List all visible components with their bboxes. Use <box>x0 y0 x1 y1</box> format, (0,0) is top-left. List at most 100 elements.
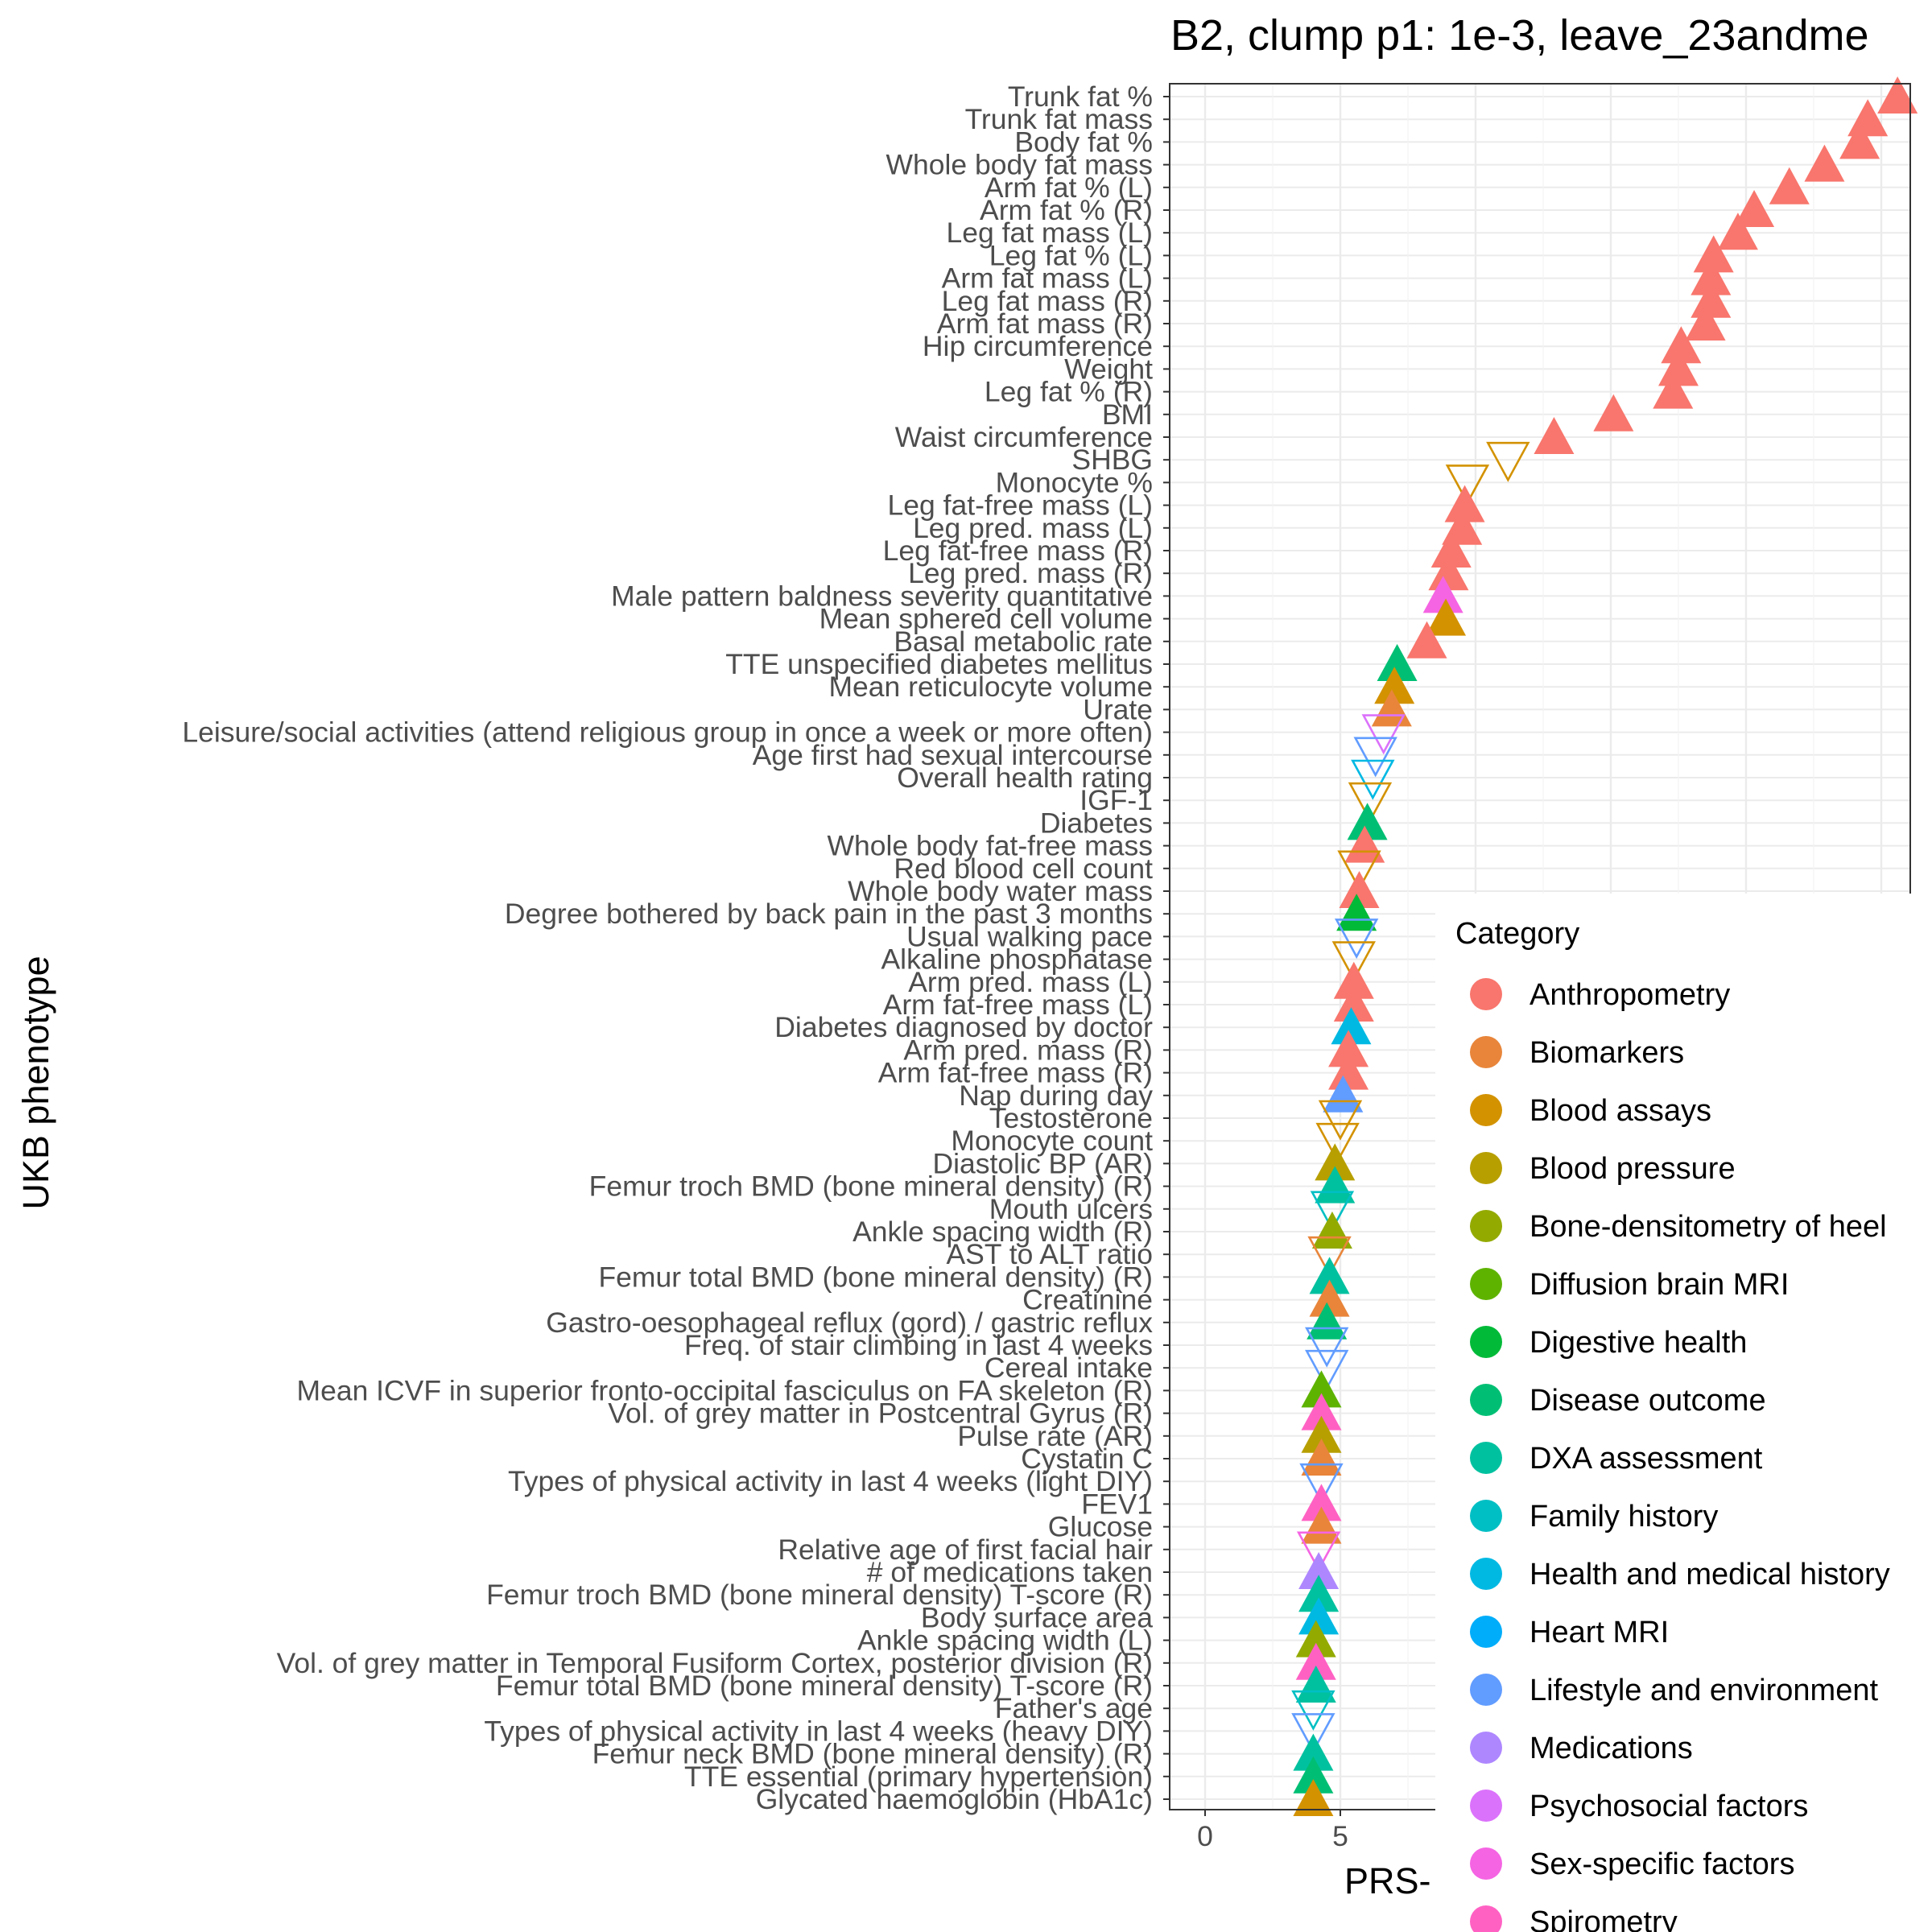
data-points <box>1291 76 1918 1816</box>
point-femur-troch-bmd-bone-mineral-density-t-score-r <box>1298 1575 1340 1612</box>
legend-key-medications <box>1470 1732 1502 1764</box>
point-age-first-had-sexual-intercourse <box>1353 737 1397 778</box>
legend-key-sex-specific-factors <box>1470 1847 1502 1880</box>
point-basal-metabolic-rate <box>1406 621 1447 658</box>
y-tick-label: Trunk fat mass <box>965 103 1153 135</box>
legend: Category Anthropometry Biomarkers Blood as… <box>1435 894 1932 1932</box>
y-tick-label: Whole body fat mass <box>886 149 1153 181</box>
point-ast-to-alt-ratio <box>1307 1236 1352 1277</box>
point-leg-fat-l <box>1693 235 1734 273</box>
point-cereal-intake <box>1305 1349 1349 1390</box>
point-glucose <box>1301 1506 1342 1544</box>
y-tick-label: Vol. of grey matter in Postcentral Gyrus… <box>608 1397 1153 1430</box>
y-tick-label: Femur total BMD (bone mineral density) T… <box>496 1670 1153 1702</box>
point-bmi <box>1593 394 1634 431</box>
point-testosterone <box>1318 1100 1363 1141</box>
legend-key-biomarkers <box>1470 1036 1502 1068</box>
point-arm-fat-mass-l <box>1690 258 1732 295</box>
point-usual-walking-pace <box>1334 919 1379 960</box>
y-tick-label: Overall health rating <box>897 762 1153 794</box>
y-tick-label: Monocyte count <box>951 1125 1153 1157</box>
y-tick-label: Diabetes <box>1040 807 1153 839</box>
y-tick-label: FEV1 <box>1081 1488 1153 1520</box>
y-tick-label: Trunk fat % <box>1008 80 1153 113</box>
point-arm-fat-r <box>1734 190 1775 227</box>
point-leisure-social-activities-attend-religious-group-in-once-a-week-or-more-often <box>1361 714 1406 755</box>
y-tick-label: Types of physical activity in last 4 wee… <box>508 1465 1153 1497</box>
y-tick-label: # of medications taken <box>867 1556 1153 1588</box>
y-tick-label: Mean sphered cell volume <box>819 603 1153 635</box>
y-tick-label: Pulse rate (AR) <box>957 1420 1153 1452</box>
y-tick-label: Vol. of grey matter in Temporal Fusiform… <box>277 1647 1153 1679</box>
point-pulse-rate-ar <box>1301 1415 1342 1453</box>
point-freq-of-stair-climbing-in-last-4-weeks <box>1305 1327 1349 1368</box>
point-monocyte <box>1445 464 1490 506</box>
point-arm-fat-free-mass-l <box>1333 985 1374 1022</box>
y-tick-label: Leg fat mass (R) <box>942 285 1153 317</box>
y-tick-label: Femur neck BMD (bone mineral density) (R… <box>592 1738 1153 1770</box>
legend-key-lifestyle-and-environment <box>1470 1674 1502 1706</box>
legend-key-anthropometry <box>1470 978 1502 1010</box>
point-vol-of-grey-matter-in-temporal-fusiform-cortex-posterior-division-r <box>1295 1642 1336 1680</box>
point-whole-body-fat-free-mass <box>1344 825 1385 863</box>
point-arm-pred-mass-r <box>1328 1030 1369 1067</box>
y-tick-label: Male pattern baldness severity quantitat… <box>611 580 1153 612</box>
point-leg-fat-free-mass-r <box>1430 530 1472 568</box>
y-tick-label: Cystatin C <box>1021 1443 1153 1475</box>
y-tick-label: Diastolic BP (AR) <box>932 1147 1153 1179</box>
point-relative-age-of-first-facial-hair <box>1296 1531 1341 1572</box>
point-mouth-ulcers <box>1310 1191 1355 1232</box>
y-tick-label: BMI <box>1102 398 1153 431</box>
y-axis-label: UKB phenotype <box>15 956 56 1209</box>
point-gastro-oesophageal-reflux-gord-gastric-reflux <box>1307 1302 1348 1340</box>
y-tick-label: Degree bothered by back pain in the past… <box>505 898 1153 930</box>
y-tick-label: Arm pred. mass (R) <box>903 1034 1153 1066</box>
point-cystatin-c <box>1301 1439 1342 1476</box>
y-tick-label: Arm fat % (L) <box>985 171 1153 204</box>
legend-background <box>1435 894 1932 1932</box>
point-vol-of-grey-matter-in-postcentral-gyrus-r <box>1301 1393 1342 1430</box>
point-shbg <box>1486 441 1530 482</box>
legend-label-diffusion-brain-mri: Diffusion brain MRI <box>1530 1268 1789 1302</box>
y-tick-label: Leg fat mass (L) <box>947 217 1154 249</box>
point-arm-fat-l <box>1769 167 1810 204</box>
legend-label-spirometry: Spirometry <box>1530 1905 1678 1932</box>
legend-label-lifestyle-and-environment: Lifestyle and environment <box>1530 1674 1878 1707</box>
point-male-pattern-baldness-severity-quantitative <box>1422 576 1463 613</box>
y-tick-label: Waist circumference <box>895 421 1153 453</box>
y-tick-label: Monocyte % <box>996 466 1153 498</box>
legend-label-heart-mri: Heart MRI <box>1530 1616 1669 1649</box>
legend-key-family-history <box>1470 1500 1502 1532</box>
y-tick-label: Arm fat-free mass (L) <box>883 989 1153 1021</box>
point-waist-circumference <box>1534 417 1575 454</box>
x-tick-label: 0 <box>1197 1820 1213 1852</box>
point-body-fat <box>1839 122 1880 159</box>
point-mean-reticulocyte-volume <box>1374 667 1415 704</box>
point-degree-bothered-by-back-pain-in-the-past-3-months <box>1336 894 1377 931</box>
y-tick-label: Femur total BMD (bone mineral density) (… <box>598 1261 1153 1293</box>
y-tick-label: IGF-1 <box>1080 784 1153 816</box>
point-whole-body-fat-mass <box>1804 144 1845 182</box>
legend-label-psychosocial-factors: Psychosocial factors <box>1530 1790 1808 1823</box>
point-leg-fat-free-mass-l <box>1444 485 1485 522</box>
y-tick-label: Urate <box>1083 693 1153 725</box>
y-tick-label: Creatinine <box>1022 1284 1153 1316</box>
point-arm-pred-mass-l <box>1333 961 1374 999</box>
y-tick-label: Diabetes diagnosed by doctor <box>774 1011 1153 1043</box>
point-nap-during-day <box>1323 1075 1364 1113</box>
point-types-of-physical-activity-in-last-4-weeks-light-diy <box>1299 1463 1344 1504</box>
point-father-s-age <box>1291 1690 1335 1731</box>
legend-label-blood-assays: Blood assays <box>1530 1094 1711 1128</box>
y-tick-label: Age first had sexual intercourse <box>753 739 1153 771</box>
point-femur-troch-bmd-bone-mineral-density-r <box>1315 1166 1356 1203</box>
y-tick-label: Types of physical activity in last 4 wee… <box>484 1715 1153 1747</box>
legend-label-blood-pressure: Blood pressure <box>1530 1152 1736 1186</box>
legend-key-blood-pressure <box>1470 1152 1502 1184</box>
y-tick-label: Ankle spacing width (L) <box>857 1624 1153 1657</box>
legend-label-family-history: Family history <box>1530 1500 1718 1534</box>
y-tick-label: Glycated haemoglobin (HbA1c) <box>756 1783 1153 1815</box>
legend-key-spirometry <box>1470 1905 1502 1932</box>
legend-key-health-and-medical-history <box>1470 1558 1502 1590</box>
y-tick-label: Arm fat mass (L) <box>942 262 1153 295</box>
